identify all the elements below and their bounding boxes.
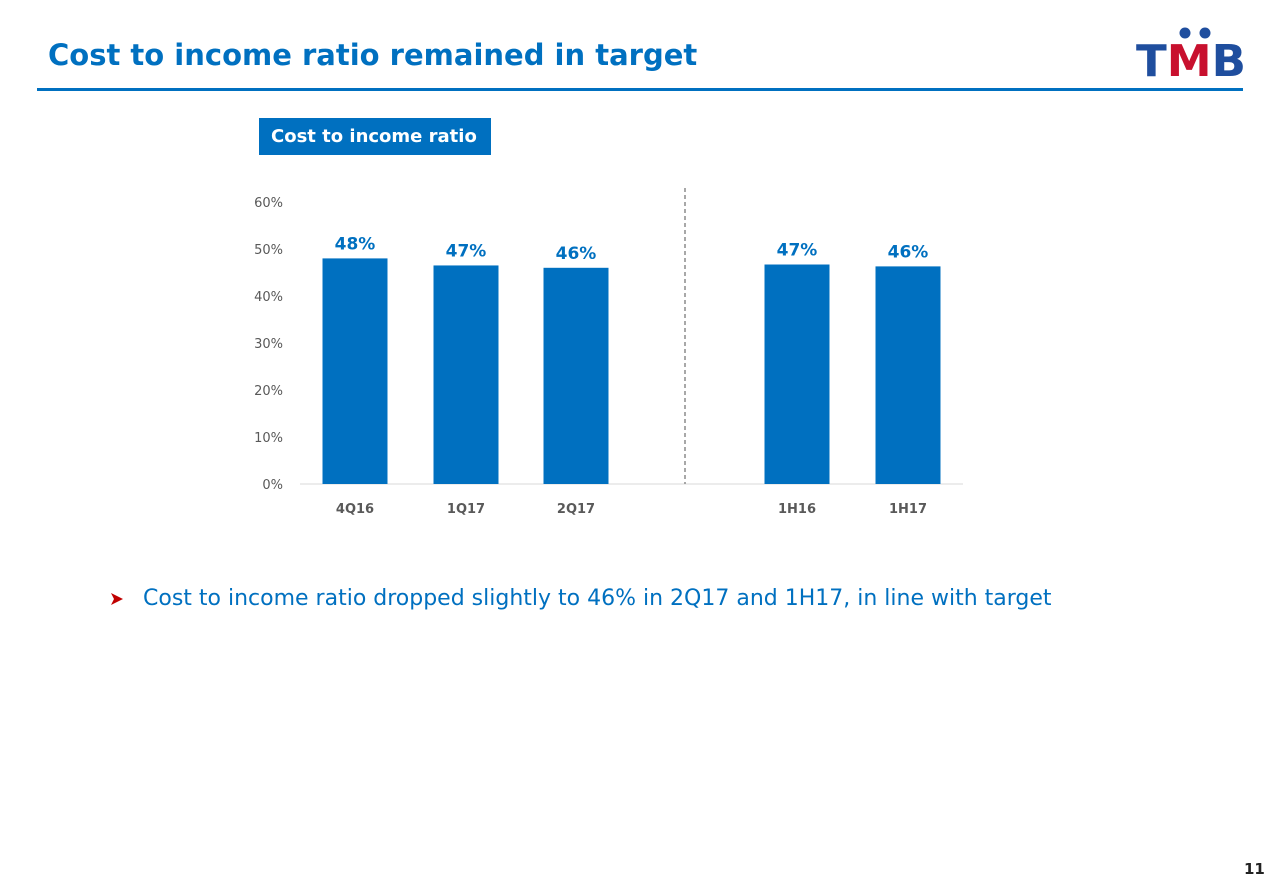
x-tick-label: 1H17	[889, 502, 927, 517]
svg-text:TMB: TMB	[1136, 36, 1246, 78]
y-tick-label: 20%	[254, 384, 283, 399]
logo-letter-t: T	[1136, 36, 1167, 78]
y-tick-label: 50%	[254, 243, 283, 258]
data-label: 46%	[556, 244, 597, 264]
title-divider	[37, 88, 1243, 91]
data-label: 47%	[777, 241, 818, 261]
logo-letter-b: B	[1212, 36, 1246, 78]
bullet-text: Cost to income ratio dropped slightly to…	[143, 586, 1052, 611]
bar-1h16	[764, 264, 830, 484]
data-label: 47%	[446, 241, 487, 261]
x-tick-label: 2Q17	[557, 502, 595, 517]
y-tick-label: 30%	[254, 337, 283, 352]
y-tick-label: 0%	[262, 478, 283, 493]
x-tick-label: 1H16	[778, 502, 816, 517]
bar-chart: 0% 10% 20% 30% 40% 50% 60% 48% 4Q16 47% 1Q17 46% 2Q1…	[254, 188, 963, 517]
bullet-item: Cost to income ratio dropped slightly to…	[110, 586, 1052, 611]
page-number: 11	[1244, 860, 1265, 878]
logo-dot-left	[1179, 27, 1191, 39]
logo-dot-right	[1199, 27, 1211, 39]
bar-4q16	[322, 258, 388, 484]
tmb-logo: TMB	[1136, 27, 1246, 78]
x-tick-label: 1Q17	[447, 502, 485, 517]
y-tick-label: 60%	[254, 196, 283, 211]
x-tick-label: 4Q16	[336, 502, 374, 517]
y-tick-label: 40%	[254, 290, 283, 305]
y-tick-label: 10%	[254, 431, 283, 446]
bar-2q17	[543, 267, 609, 484]
slide-title: Cost to income ratio remained in target	[48, 38, 698, 72]
logo-letter-m: M	[1167, 36, 1212, 78]
data-label: 48%	[335, 234, 376, 254]
bar-1q17	[433, 265, 499, 484]
data-label: 46%	[888, 242, 929, 262]
chart-title-box: Cost to income ratio	[259, 118, 491, 155]
arrow-bullet-icon	[111, 592, 123, 605]
bar-1h17	[875, 266, 941, 484]
